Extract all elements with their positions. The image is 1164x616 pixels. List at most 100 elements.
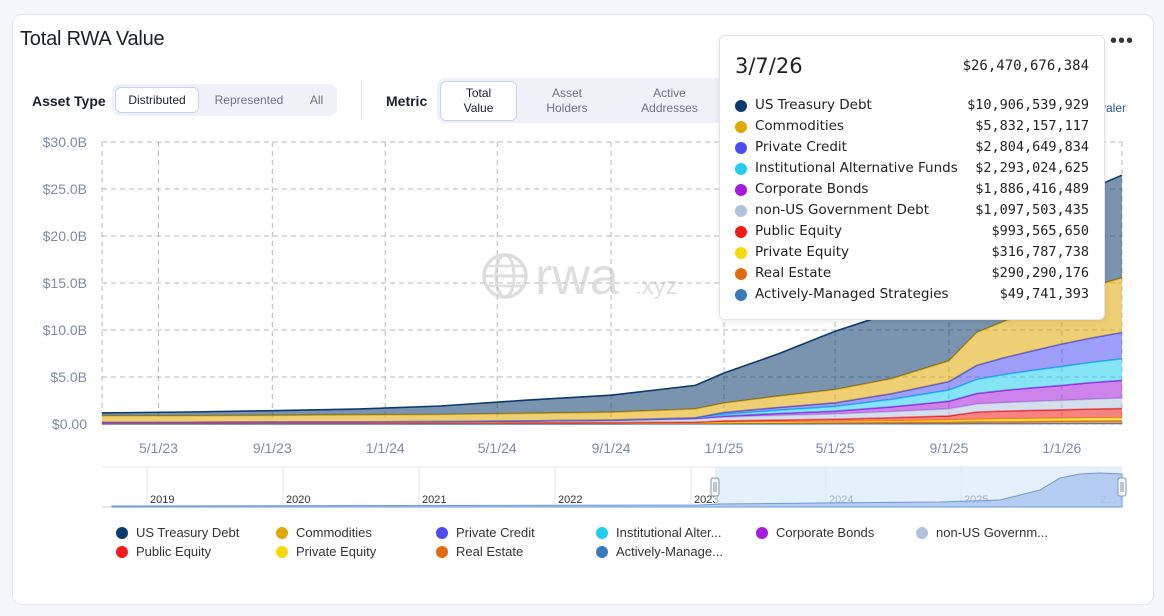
metric-active-addresses[interactable]: Active Addresses [641, 85, 698, 115]
legend-label: Private Credit [456, 525, 535, 540]
legend-label: Real Estate [456, 544, 524, 559]
asset-type-all[interactable]: All [309, 92, 324, 107]
metric-asset-holders[interactable]: Asset Holders [546, 85, 588, 115]
legend-color-dot [276, 546, 288, 558]
series-color-dot [735, 163, 747, 175]
area-us-treasury-debt [102, 175, 1122, 416]
tooltip-series-value: $5,832,157,117 [975, 118, 1089, 134]
tooltip-series-name: Institutional Alternative Funds [755, 160, 958, 176]
legend-item[interactable]: Commodities [276, 525, 372, 540]
tooltip-series-name: Real Estate [755, 265, 832, 281]
metric-selector: Total Value Asset Holders Active Address… [437, 78, 727, 123]
series-color-dot [735, 142, 747, 154]
legend-color-dot [436, 546, 448, 558]
page-title: Total RWA Value [20, 28, 165, 50]
y-tick-label: $10.0B [43, 322, 87, 338]
legend-color-dot [596, 546, 608, 558]
navigator-left-handle[interactable] [710, 477, 720, 497]
legend-item[interactable]: Institutional Alter... [596, 525, 722, 540]
tooltip-series-value: $993,565,650 [991, 223, 1089, 239]
legend-label: Public Equity [136, 544, 212, 559]
legend-item[interactable]: Private Credit [436, 525, 535, 540]
navigator-year-label: 2021 [422, 494, 446, 506]
tooltip-row: Actively-Managed Strategies $49,741,393 [735, 285, 1089, 305]
y-tick-label: $0.00 [52, 416, 87, 432]
equivalent-toggle-label[interactable]: valer [1100, 101, 1127, 115]
legend-color-dot [116, 546, 128, 558]
area-corporate-bonds [102, 380, 1122, 423]
more-options-button[interactable]: ••• [1109, 30, 1134, 52]
tooltip-series-name: Commodities [755, 118, 844, 134]
globe-icon [482, 253, 528, 299]
legend-label: Institutional Alter... [616, 525, 722, 540]
asset-type-represented[interactable]: Represented [214, 92, 284, 107]
legend-color-dot [756, 527, 768, 539]
series-color-dot [735, 226, 747, 238]
legend-item[interactable]: Private Equity [276, 544, 376, 559]
x-tick-label: 9/1/23 [253, 440, 292, 456]
legend-color-dot [596, 527, 608, 539]
metric-total-value[interactable]: Total Value [440, 80, 517, 121]
y-tick-label: $15.0B [43, 275, 87, 291]
legend-item[interactable]: Actively-Manage... [596, 544, 723, 559]
area-private-credit [102, 332, 1122, 423]
x-tick-label: 5/1/25 [816, 440, 855, 456]
y-tick-label: $5.0B [50, 369, 87, 385]
legend-color-dot [436, 527, 448, 539]
y-axis: $0.00 $5.0B $10.0B $15.0B $20.0B $25.0B $30.0B [43, 134, 88, 432]
x-tick-label: 5/1/23 [139, 440, 178, 456]
tooltip-series-name: non-US Government Debt [755, 202, 930, 218]
navigator-right-handle[interactable] [1117, 477, 1127, 497]
hover-tooltip: 3/7/26 $26,470,676,384 US Treasury Debt $… [719, 35, 1105, 320]
navigator-year-label: 2019 [150, 494, 174, 506]
area-non-us-government-debt [102, 398, 1122, 424]
legend-color-dot [916, 527, 928, 539]
tooltip-series-value: $316,787,738 [991, 244, 1089, 260]
legend-item[interactable]: US Treasury Debt [116, 525, 239, 540]
legend-item[interactable]: non-US Governm... [916, 525, 1048, 540]
legend-item[interactable]: Public Equity [116, 544, 211, 559]
series-color-dot [735, 289, 747, 301]
tooltip-row: Private Credit $2,804,649,834 [735, 138, 1089, 158]
navigator-mini-series [111, 472, 1123, 508]
tooltip-series-value: $10,906,539,929 [967, 97, 1089, 113]
y-tick-label: $25.0B [43, 181, 87, 197]
tooltip-row: non-US Government Debt $1,097,503,435 [735, 201, 1089, 221]
series-color-dot [735, 268, 747, 280]
series-color-dot [735, 205, 747, 217]
series-color-dot [735, 247, 747, 259]
tooltip-row: Commodities $5,832,157,117 [735, 117, 1089, 137]
legend-label: Commodities [296, 525, 372, 540]
navigator-year-label: 2022 [558, 494, 582, 506]
asset-type-distributed[interactable]: Distributed [115, 87, 199, 113]
x-tick-label: 1/1/25 [705, 440, 744, 456]
tooltip-row: Private Equity $316,787,738 [735, 243, 1089, 263]
tooltip-row: Institutional Alternative Funds $2,293,02… [735, 159, 1089, 179]
tooltip-series-name: Private Credit [755, 139, 847, 155]
x-tick-label: 9/1/25 [929, 440, 968, 456]
watermark-suffix: .xyz [635, 273, 678, 300]
series-color-dot [735, 121, 747, 133]
tooltip-series-value: $2,804,649,834 [975, 139, 1089, 155]
controls-divider [361, 80, 362, 120]
x-axis: 5/1/23 9/1/23 1/1/24 5/1/24 9/1/24 1/1/25 5/1/… [139, 440, 1082, 456]
navigator-year-label: 2023 [694, 494, 718, 506]
range-navigator: 20192020202120222023202420252... [102, 466, 1127, 508]
tooltip-series-value: $49,741,393 [999, 286, 1089, 302]
tooltip-row: Corporate Bonds $1,886,416,489 [735, 180, 1089, 200]
legend-label: non-US Governm... [936, 525, 1048, 540]
x-tick-label: 5/1/24 [478, 440, 517, 456]
tooltip-date: 3/7/26 [735, 54, 803, 78]
tooltip-series-value: $1,886,416,489 [975, 181, 1089, 197]
y-tick-label: $30.0B [43, 134, 87, 150]
legend-item[interactable]: Corporate Bonds [756, 525, 874, 540]
x-tick-label: 9/1/24 [592, 440, 631, 456]
legend-color-dot [116, 527, 128, 539]
area-public-equity [102, 408, 1122, 424]
legend-item[interactable]: Real Estate [436, 544, 523, 559]
tooltip-row: US Treasury Debt $10,906,539,929 [735, 96, 1089, 116]
tooltip-row: Real Estate $290,290,176 [735, 264, 1089, 284]
asset-type-label: Asset Type [32, 93, 106, 109]
tooltip-series-name: Private Equity [755, 244, 850, 260]
tooltip-series-value: $1,097,503,435 [975, 202, 1089, 218]
